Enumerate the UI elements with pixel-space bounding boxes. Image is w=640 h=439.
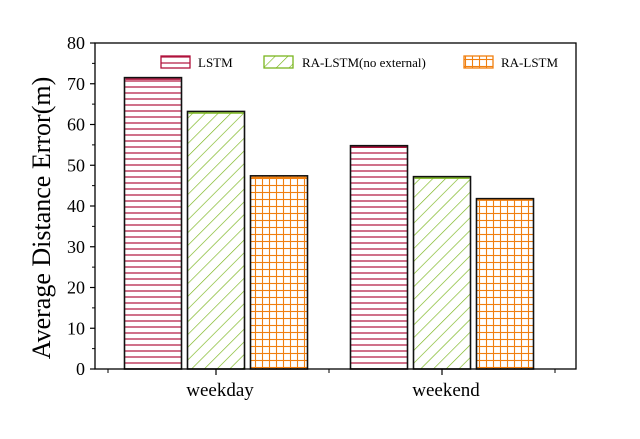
y-tick-label: 50 — [67, 155, 85, 175]
legend-label: RA-LSTM(no external) — [302, 55, 426, 70]
y-tick-label: 70 — [67, 74, 85, 94]
bar-lstm-weekday — [123, 76, 183, 370]
y-tick-label: 20 — [67, 278, 85, 298]
y-tick-label: 10 — [67, 318, 85, 338]
legend-swatch — [463, 55, 494, 69]
bar-lstm-weekend — [349, 144, 409, 370]
y-tick-label: 40 — [67, 196, 85, 216]
y-tick-label: 80 — [67, 33, 85, 53]
legend-item: LSTM — [160, 55, 233, 70]
bar-ra-lstm-weekday — [249, 175, 309, 370]
y-tick-label: 60 — [67, 115, 85, 135]
y-tick-label: 30 — [67, 237, 85, 257]
legend-label: RA-LSTM — [501, 55, 559, 70]
legend-item: RA-LSTM — [463, 55, 559, 70]
x-category-label: weekday — [186, 380, 254, 401]
x-category-label: weekend — [412, 380, 480, 401]
legend-item: RA-LSTM(no external) — [263, 55, 426, 70]
bar-ra-lstm-no-external--weekday — [186, 110, 246, 370]
y-tick-label: 0 — [76, 359, 85, 379]
legend-swatch — [160, 55, 191, 69]
legend-swatch — [263, 55, 294, 69]
y-axis-label: Average Distance Error(m) — [27, 77, 56, 359]
legend-label: LSTM — [198, 55, 233, 70]
bar-ra-lstm-no-external--weekend — [412, 175, 472, 370]
bar-ra-lstm-weekend — [475, 197, 535, 370]
